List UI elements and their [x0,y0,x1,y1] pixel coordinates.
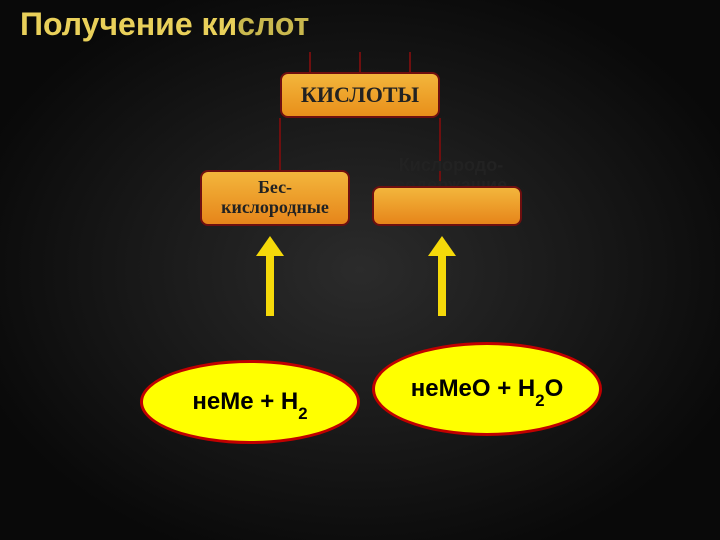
child-box-oxygenfree: Бес-кислородные [200,170,350,226]
slide-title-part-b: слот [237,6,309,42]
slide-title-part-a: Получение ки [20,6,237,42]
ellipse-left-label: неМе + Н2 [192,389,307,414]
arrow-up-body [266,256,274,316]
child-box-oxygen [372,186,522,226]
child-box-left-label: Бес-кислородные [221,178,329,218]
connector [409,52,411,72]
arrow-up-icon [428,236,456,256]
root-box-label: КИСЛОТЫ [301,83,419,107]
connector [359,52,361,72]
slide-stage: Получение кислот КИСЛОТЫ Бес-кислородные… [0,0,720,540]
connector [309,52,311,72]
ellipse-right-label: неМеО + Н2О [411,376,564,401]
arrow-up-body [438,256,446,316]
root-box-acids: КИСЛОТЫ [280,72,440,118]
ellipse-reaction-left: неМе + Н2 [140,360,360,444]
ellipse-reaction-right: неМеО + Н2О [372,342,602,436]
connector [279,118,281,170]
slide-title: Получение кислот [20,6,309,43]
arrow-up-icon [256,236,284,256]
